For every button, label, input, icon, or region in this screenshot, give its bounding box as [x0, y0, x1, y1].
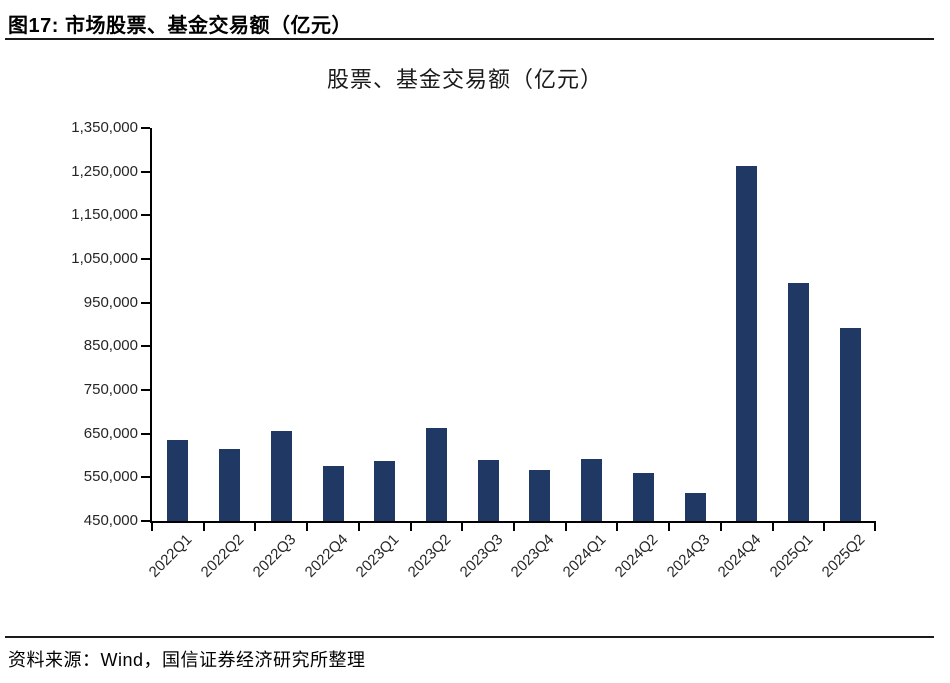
x-tick-label: 2024Q2	[611, 531, 662, 581]
y-tick	[141, 127, 150, 129]
x-tick	[357, 523, 360, 531]
x-tick-label: 2023Q1	[352, 531, 403, 581]
bar-2023Q1	[374, 461, 396, 521]
x-tick-label: 2022Q4	[301, 531, 352, 581]
x-tick	[719, 523, 722, 531]
y-tick	[141, 345, 150, 348]
y-tick	[141, 301, 150, 304]
caption-divider	[5, 38, 934, 40]
x-tick-label: 2024Q1	[559, 531, 610, 581]
bar-2024Q3	[684, 492, 706, 521]
x-tick	[513, 523, 515, 531]
x-tick	[874, 523, 876, 531]
bar-2024Q1	[581, 458, 603, 521]
bar-2022Q2	[219, 449, 241, 521]
x-tick	[668, 523, 671, 531]
x-tick	[461, 523, 464, 531]
x-tick-label: 2022Q2	[197, 531, 248, 581]
y-tick-label: 650,000	[83, 424, 138, 442]
bar-2024Q2	[632, 473, 654, 521]
bar-2025Q1	[787, 282, 809, 521]
x-tick-label: 2023Q2	[404, 531, 455, 581]
x-tick-label: 2024Q4	[714, 531, 765, 581]
x-tick	[306, 523, 309, 531]
y-tick-label: 1,150,000	[71, 206, 138, 224]
x-tick	[409, 523, 412, 531]
bar-2023Q2	[425, 428, 447, 521]
y-tick-label: 450,000	[83, 512, 138, 529]
x-tick-label: 2025Q1	[766, 531, 817, 581]
bar-2025Q2	[839, 328, 861, 521]
y-tick	[141, 476, 150, 479]
x-tick	[254, 523, 257, 531]
x-tick-label: 2024Q3	[663, 531, 714, 581]
x-tick	[564, 523, 567, 531]
chart-title: 股票、基金交易额（亿元）	[326, 67, 603, 92]
x-tick-label: 2023Q3	[456, 531, 507, 581]
bar-2023Q3	[477, 460, 499, 521]
x-tick	[151, 523, 153, 531]
x-tick-label: 2022Q3	[249, 531, 300, 581]
y-tick-label: 1,350,000	[71, 119, 138, 136]
x-tick	[823, 523, 826, 531]
bar-2023Q4	[529, 470, 551, 521]
y-tick-label: 850,000	[83, 337, 138, 355]
plot-area: 450,000 550,000 650,000 750,000 850,000 950,0…	[71, 119, 876, 581]
source-note: 资料来源：Wind，国信证券经济研究所整理	[8, 650, 366, 670]
x-tick-label: 2023Q4	[508, 531, 558, 581]
bar-2022Q1	[167, 440, 189, 521]
x-tick	[616, 523, 619, 531]
x-tick-label: 2022Q1	[146, 531, 196, 581]
y-tick	[141, 258, 150, 260]
y-tick-label: 1,050,000	[71, 250, 138, 267]
bar-2024Q4	[736, 166, 758, 521]
x-tick	[771, 523, 774, 531]
y-tick-label: 950,000	[83, 293, 138, 311]
bar-2022Q3	[270, 431, 292, 521]
y-tick-label: 550,000	[83, 468, 138, 486]
bar-2022Q4	[322, 465, 344, 521]
y-tick-label: 1,250,000	[71, 162, 138, 180]
y-tick	[141, 432, 150, 435]
x-tick-label: 2025Q2	[818, 531, 869, 581]
figure-caption: 图17: 市场股票、基金交易额（亿元）	[8, 15, 352, 37]
y-tick	[141, 214, 150, 217]
y-tick	[141, 520, 150, 522]
y-tick	[141, 170, 150, 173]
footer-divider	[5, 636, 934, 638]
y-tick	[141, 389, 150, 391]
y-tick-label: 750,000	[83, 381, 138, 398]
x-tick	[202, 523, 205, 531]
